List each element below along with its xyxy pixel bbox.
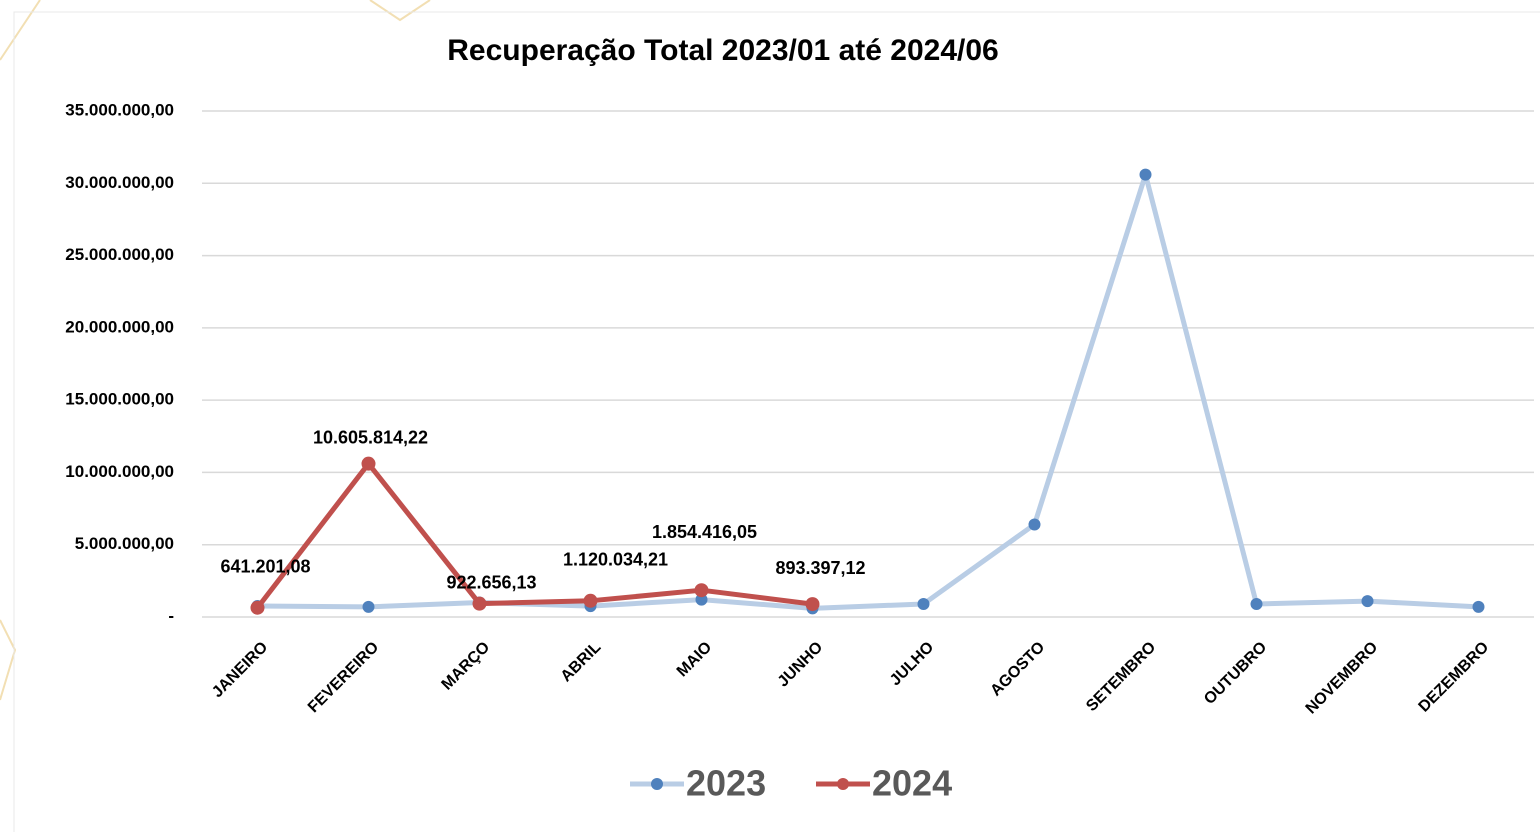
data-point <box>805 597 820 612</box>
x-tick-label: OUTUBRO <box>1201 639 1270 708</box>
y-tick-label: 35.000.000,00 <box>65 100 174 119</box>
y-tick-label: - <box>168 606 174 625</box>
x-tick-label: JULHO <box>887 639 937 689</box>
legend-label: 2024 <box>872 763 952 804</box>
data-point <box>472 596 487 611</box>
data-point <box>250 600 265 615</box>
x-tick-label: DEZEMBRO <box>1416 639 1493 716</box>
data-label: 1.854.416,05 <box>652 522 757 542</box>
x-tick-label: JANEIRO <box>209 639 271 701</box>
decoration <box>0 0 431 701</box>
legend-label: 2023 <box>686 763 766 804</box>
data-point <box>1361 595 1374 608</box>
data-point <box>695 593 708 606</box>
y-tick-label: 25.000.000,00 <box>65 245 174 264</box>
x-tick-label: AGOSTO <box>987 639 1048 700</box>
x-tick-label: MAIO <box>674 639 716 681</box>
data-point <box>1028 518 1041 531</box>
data-label: 641.201,08 <box>220 556 310 576</box>
series-line <box>257 172 1479 611</box>
y-tick-label: 15.000.000,00 <box>65 390 174 409</box>
data-point <box>694 583 709 598</box>
data-label: 1.120.034,21 <box>563 550 668 570</box>
data-point <box>1250 597 1263 610</box>
x-tick-label: FEVEREIRO <box>305 639 382 716</box>
data-label: 922.656,13 <box>446 572 536 592</box>
data-point <box>1139 168 1152 181</box>
x-tick-label: NOVEMBRO <box>1303 639 1382 718</box>
y-tick-label: 10.000.000,00 <box>65 462 174 481</box>
data-point <box>1472 600 1485 613</box>
y-tick-label: 30.000.000,00 <box>65 173 174 192</box>
data-label: 893.397,12 <box>775 558 865 578</box>
series-line <box>255 461 813 610</box>
x-tick-label: ABRIL <box>558 639 605 686</box>
data-point <box>917 597 930 610</box>
chart-border <box>13 11 1540 832</box>
legend-marker <box>837 778 849 790</box>
x-tick-label: JUNHO <box>775 639 827 691</box>
data-point <box>583 593 598 608</box>
y-tick-label: 5.000.000,00 <box>75 534 174 553</box>
data-label: 10.605.814,22 <box>313 427 428 447</box>
data-point <box>361 456 376 471</box>
data-point <box>362 600 375 613</box>
chart-title: Recuperação Total 2023/01 até 2024/06 <box>447 34 998 67</box>
x-tick-label: MARÇO <box>439 639 494 694</box>
legend-marker <box>651 778 663 790</box>
x-tick-label: SETEMBRO <box>1083 639 1159 715</box>
y-tick-label: 20.000.000,00 <box>65 317 174 336</box>
